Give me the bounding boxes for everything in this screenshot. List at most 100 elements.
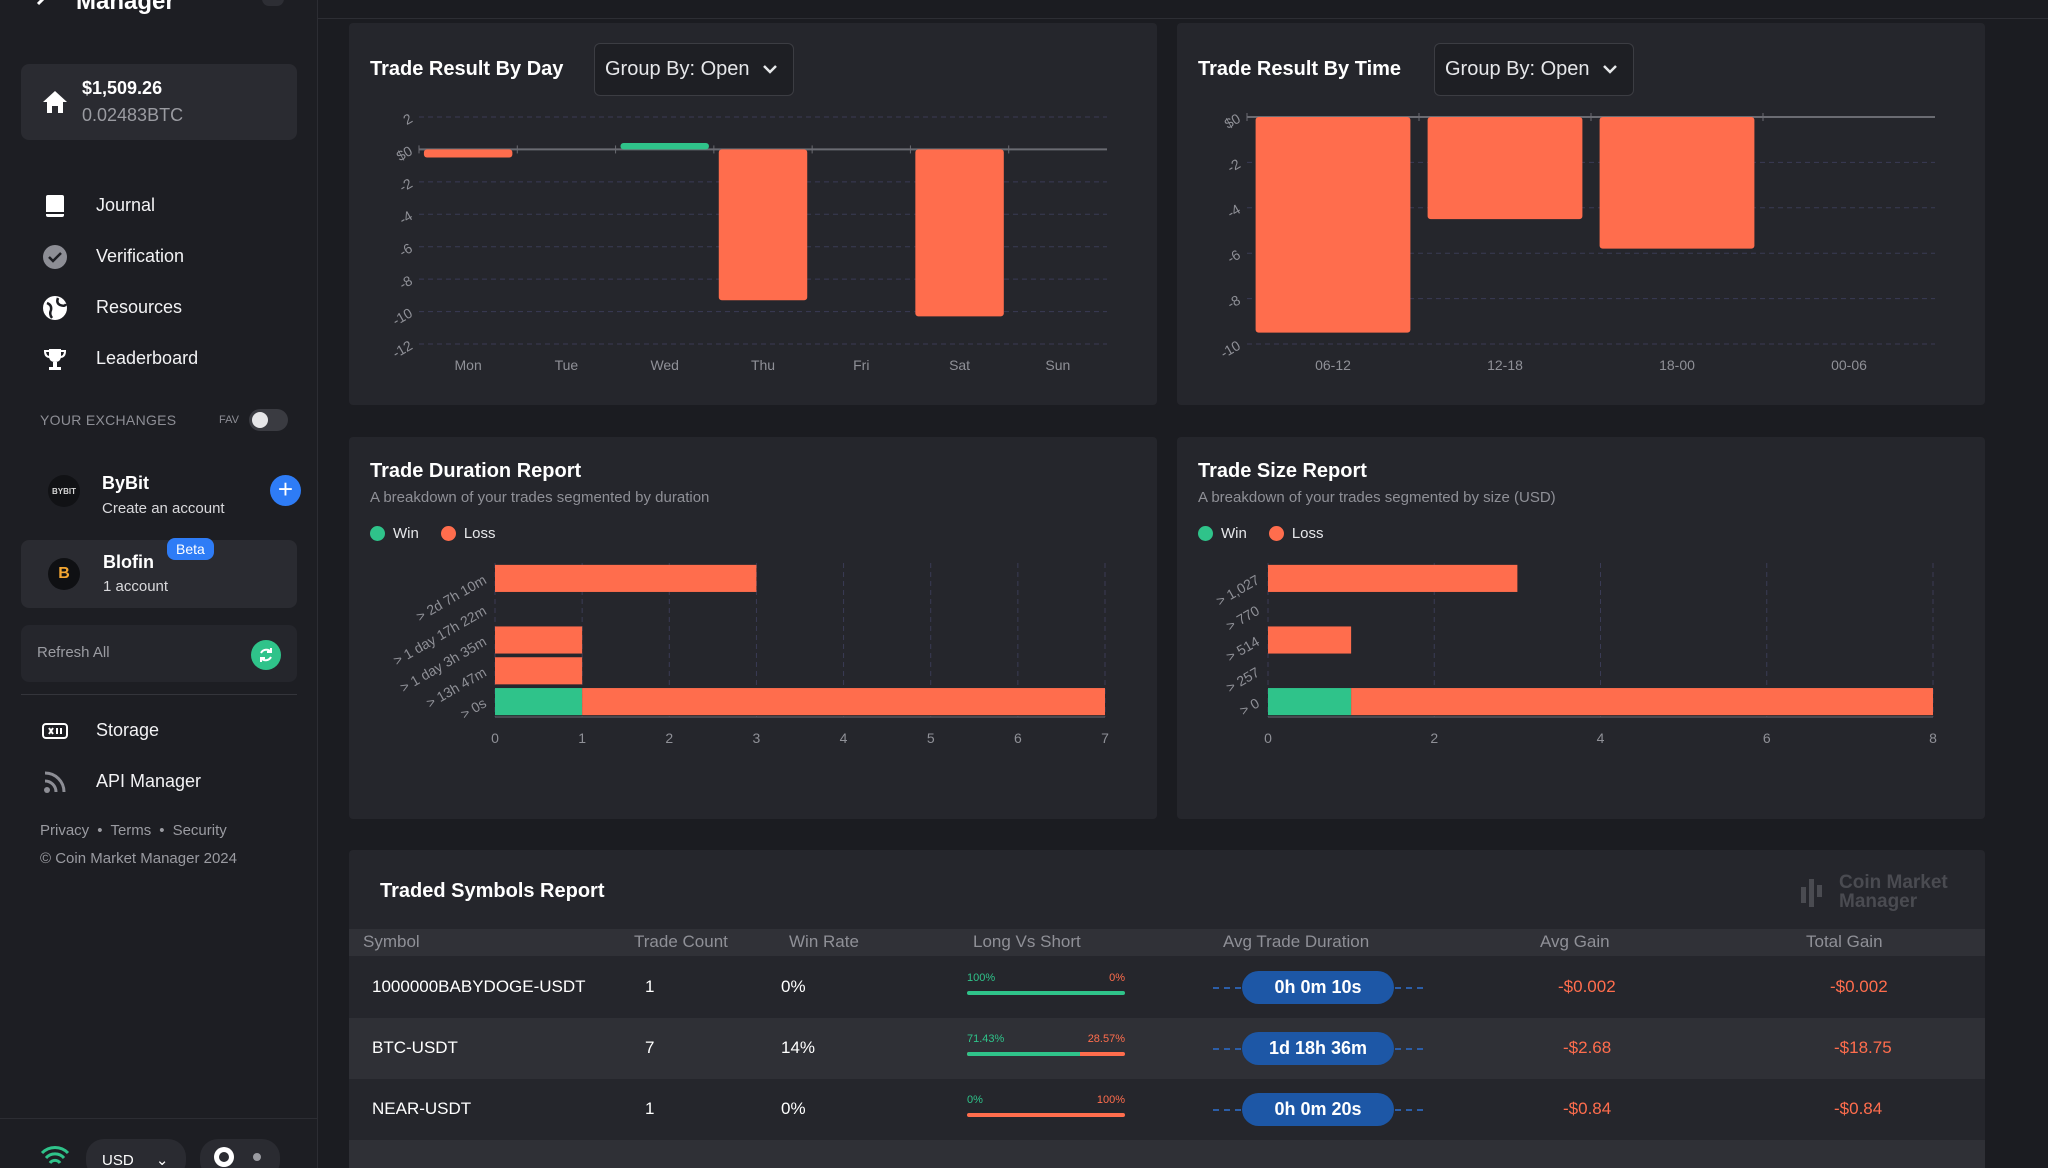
long-vs-short-bar: 100% 0% [967, 972, 1125, 998]
exchange-blofin[interactable]: B Blofin 1 account [21, 540, 297, 608]
nav-item-verification[interactable]: Verification [0, 231, 318, 282]
terms-link[interactable]: Terms [110, 822, 152, 839]
nav-item-storage[interactable]: Storage [0, 705, 318, 756]
legend-win-label: Win [1221, 525, 1247, 542]
card-trade-result-by-time: Trade Result By Time Group By: Open $0 -2… [1177, 23, 1985, 405]
y-tick-label: > 0s [458, 695, 489, 722]
table-header: Symbol Trade Count Win Rate Long Vs Shor… [349, 929, 1985, 956]
globe-icon [43, 296, 68, 320]
exchange-bybit[interactable]: BYBIT ByBit Create an account [21, 457, 297, 525]
security-link[interactable]: Security [172, 822, 227, 839]
legend-win[interactable]: Win [1198, 525, 1247, 542]
api-feed-icon [44, 771, 66, 793]
privacy-link[interactable]: Privacy [40, 822, 90, 839]
x-tick-label: 2 [1430, 730, 1438, 746]
y-tick-label: -6 [396, 240, 415, 260]
balance-card[interactable]: $1,509.26 0.02483BTC [21, 64, 297, 140]
cell-count: 1 [645, 1099, 655, 1118]
y-tick-label: -2 [396, 175, 415, 195]
blofin-logo: B [48, 558, 80, 590]
bar-loss [1351, 688, 1933, 716]
cell-avg-gain: -$0.84 [1563, 1099, 1612, 1118]
table-title: Traded Symbols Report [380, 880, 605, 902]
refresh-all-label: Refresh All [37, 644, 110, 661]
legend-loss-label: Loss [463, 525, 496, 542]
legend-win[interactable]: Win [370, 525, 419, 542]
col-symbol[interactable]: Symbol [363, 932, 420, 951]
refresh-all[interactable]: Refresh All [21, 625, 297, 682]
y-tick-label: > 0 [1237, 695, 1262, 719]
x-tick-label: Wed [650, 357, 679, 373]
book-icon [46, 195, 64, 217]
cell-count: 7 [645, 1038, 655, 1057]
legend-loss[interactable]: Loss [1268, 525, 1324, 542]
group-by-select[interactable]: Group By: Open [594, 43, 794, 96]
legend-win-label: Win [393, 525, 419, 542]
trophy-icon [43, 349, 67, 370]
y-tick-label: > 1,027 [1213, 571, 1262, 609]
footer-links: Privacy • Terms • Security [40, 822, 227, 839]
long-fill [967, 991, 1125, 995]
nav-item-resources[interactable]: Resources [0, 282, 318, 333]
col-avg-trade-duration[interactable]: Avg Trade Duration [1223, 932, 1370, 951]
long-short-track [967, 1113, 1125, 1117]
x-tick-label: 0 [1264, 730, 1272, 746]
table-row[interactable]: BTC-USDT 7 14% 71.43% 28.57% 1d 18h 36m … [349, 1018, 1985, 1079]
dash-left [1213, 1109, 1241, 1111]
bar-loss [1268, 564, 1518, 592]
exchange-sub: Create an account [102, 500, 225, 517]
y-tick-label: $0 [394, 142, 416, 164]
nav-item-api-manager[interactable]: API Manager [0, 756, 318, 807]
table-row[interactable]: NEAR-USDT 1 0% 0% 100% 0h 0m 20s -$0.84 … [349, 1079, 1985, 1140]
currency-select[interactable]: USD ⌄ [86, 1139, 186, 1168]
select-value: Group By: Open [1445, 58, 1590, 80]
col-win-rate[interactable]: Win Rate [789, 932, 859, 951]
cell-total-gain: -$18.75 [1834, 1038, 1892, 1057]
table-row-partial[interactable] [349, 1140, 1985, 1168]
legend-loss[interactable]: Loss [440, 525, 496, 542]
exchange-name: ByBit [102, 473, 150, 493]
group-by-select[interactable]: Group By: Open [1434, 43, 1634, 96]
cell-count: 1 [645, 977, 655, 996]
nav-item-leaderboard[interactable]: Leaderboard [0, 333, 318, 384]
theme-toggle[interactable] [200, 1139, 280, 1168]
main-nav: Journal Verification Resources Leaderboa… [0, 180, 318, 384]
fav-toggle[interactable] [249, 409, 288, 431]
col-total-gain[interactable]: Total Gain [1806, 932, 1883, 951]
nav-item-journal[interactable]: Journal [0, 180, 318, 231]
card-title: Trade Result By Time [1198, 58, 1402, 80]
chart-trade-size: 0 2 4 6 8 > 1,027> 770> 514> 257> 0 [1213, 563, 1937, 746]
chart-trade-result-by-day: 2 $0 -2 -4 -6 -8 -10 -12 Mon Tue Wed Thu Fri Sat Sun [389, 110, 1107, 373]
col-long-vs-short[interactable]: Long Vs Short [973, 932, 1081, 951]
refresh-button[interactable] [251, 640, 281, 670]
col-trade-count[interactable]: Trade Count [634, 932, 728, 951]
y-tick-label: $0 [1222, 110, 1244, 132]
bar [620, 142, 709, 150]
y-tick-label: -2 [1224, 155, 1243, 175]
cell-avg-gain: -$2.68 [1563, 1038, 1612, 1057]
long-fill [967, 1052, 1080, 1056]
fav-label: FAV [219, 414, 239, 426]
header-divider [318, 18, 2048, 19]
long-pct: 100% [967, 972, 996, 984]
col-avg-gain[interactable]: Avg Gain [1540, 932, 1610, 951]
x-tick-label: 4 [1597, 730, 1605, 746]
bybit-logo: BYBIT [48, 475, 80, 507]
chart-trade-result-by-time: $0 -2 -4 -6 -8 -10 06-12 12-18 18-00 00-06 [1217, 110, 1935, 373]
connection-icon [40, 1146, 70, 1165]
bar [718, 149, 808, 301]
x-tick-label: 2 [665, 730, 673, 746]
sidebar-collapse-toggle[interactable] [262, 0, 284, 6]
bar-loss [495, 564, 757, 592]
nav-label: Storage [96, 720, 160, 740]
long-pct: 0% [967, 1094, 983, 1106]
y-tick-label: -8 [1224, 292, 1243, 312]
exchanges-heading: YOUR EXCHANGES [40, 412, 177, 428]
add-account-button[interactable]: + [270, 475, 301, 506]
x-tick-label: Sat [949, 357, 970, 373]
card-title: Trade Size Report [1198, 460, 1367, 482]
long-short-track [967, 1052, 1125, 1056]
card-trade-duration-report: Trade Duration Report A breakdown of you… [349, 437, 1157, 819]
table-row[interactable]: 1000000BABYDOGE-USDT 1 0% 100% 0% 0h 0m … [349, 957, 1985, 1018]
y-tick-label: -4 [396, 207, 415, 227]
